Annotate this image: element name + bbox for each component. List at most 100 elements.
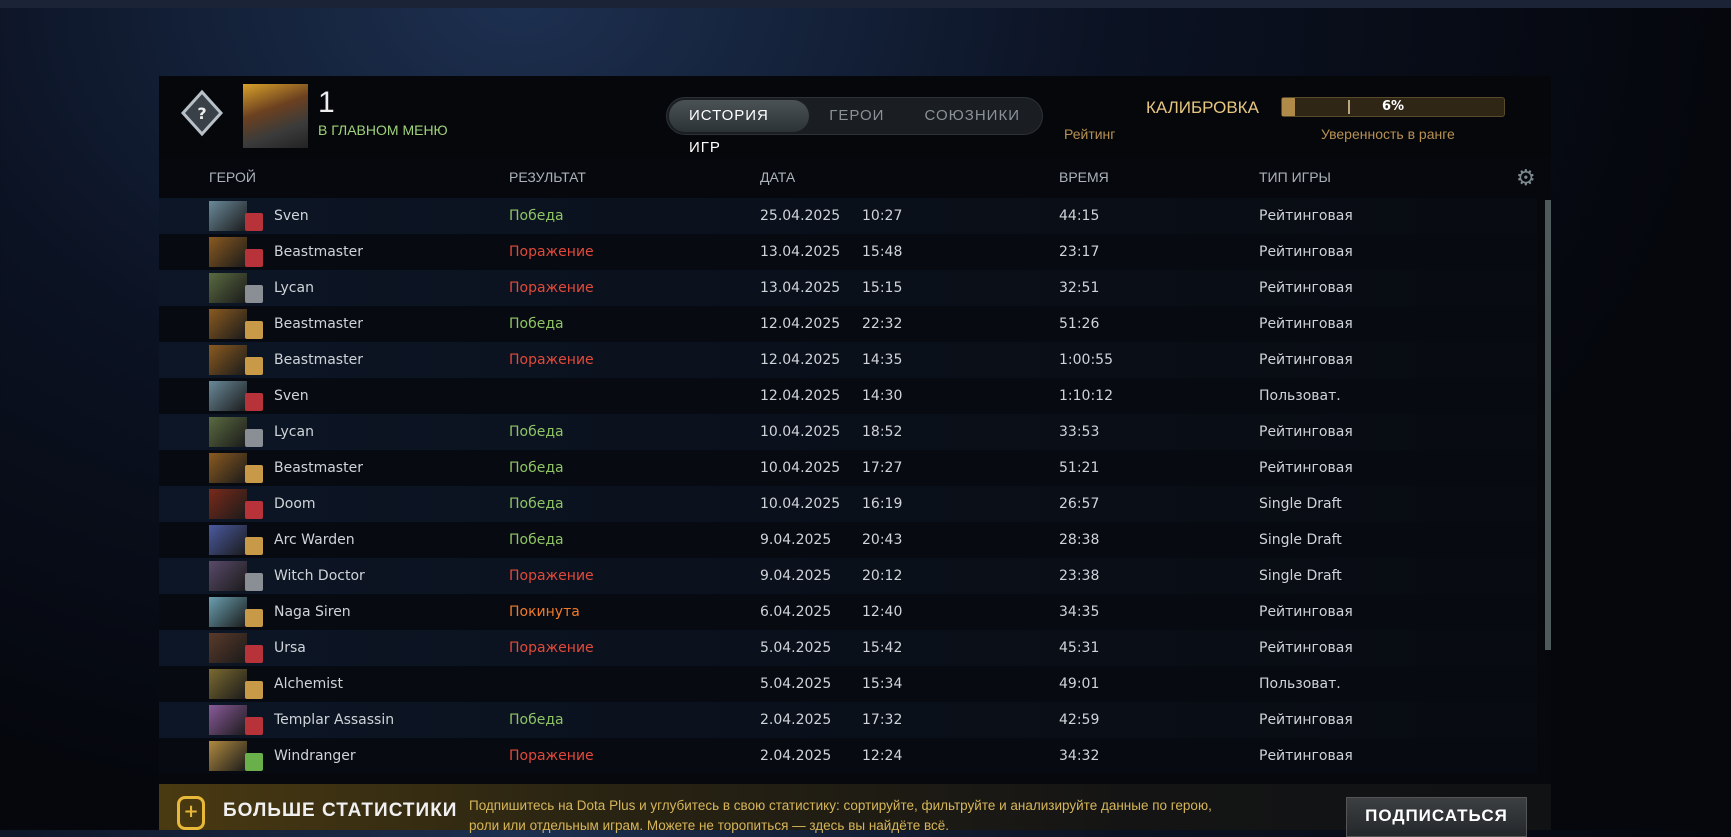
role-icon [245,753,263,771]
match-result: Поражение [509,244,594,260]
table-row[interactable]: Templar Assassin Победа 2.04.2025 17:32 … [159,702,1537,738]
hero-name: Naga Siren [274,604,351,620]
match-duration: 1:00:55 [1059,352,1113,368]
match-time: 17:32 [862,712,903,728]
match-time: 15:48 [862,244,903,260]
match-result: Поражение [509,280,594,296]
hero-name: Beastmaster [274,352,363,368]
table-row[interactable]: Beastmaster Поражение 12.04.2025 14:35 1… [159,342,1537,378]
rating-label: Рейтинг [1064,126,1116,142]
role-icon [245,249,263,267]
player-avatar[interactable] [243,84,308,148]
hero-portrait-icon [209,633,263,663]
role-icon [245,501,263,519]
match-result: Поражение [509,568,594,584]
confidence-percent: 6% [1381,99,1405,114]
promo-text: Подпишитесь на Dota Plus и углубитесь в … [469,798,1212,833]
top-bar [0,0,1731,8]
match-duration: 44:15 [1059,208,1100,224]
table-row[interactable]: Lycan Победа 10.04.2025 18:52 33:53 Рейт… [159,414,1537,450]
match-date: 2.04.2025 [760,748,832,764]
profile-header: ? 1 В ГЛАВНОМ МЕНЮ ИСТОРИЯ ИГР ГЕРОИ СОЮ… [159,76,1551,158]
tab-heroes[interactable]: ГЕРОИ [829,107,885,124]
role-icon [245,717,263,735]
match-date: 25.04.2025 [760,208,841,224]
hero-name: Witch Doctor [274,568,365,584]
hero-name: Ursa [274,640,306,656]
table-row[interactable]: Witch Doctor Поражение 9.04.2025 20:12 2… [159,558,1537,594]
game-type: Рейтинговая [1259,244,1353,260]
col-result[interactable]: РЕЗУЛЬТАТ [509,169,586,185]
subscribe-button[interactable]: ПОДПИСАТЬСЯ [1346,797,1527,837]
table-row[interactable]: Doom Победа 10.04.2025 16:19 26:57 Singl… [159,486,1537,522]
hero-name: Sven [274,388,309,404]
table-row[interactable]: Arc Warden Победа 9.04.2025 20:43 28:38 … [159,522,1537,558]
match-time: 20:12 [862,568,903,584]
match-time: 16:19 [862,496,903,512]
role-icon [245,573,263,591]
col-type[interactable]: ТИП ИГРЫ [1259,169,1331,185]
game-type: Рейтинговая [1259,352,1353,368]
hero-portrait-icon [209,705,263,735]
tab-bar: ИСТОРИЯ ИГР ГЕРОИ СОЮЗНИКИ [666,97,1043,156]
table-row[interactable]: Beastmaster Победа 12.04.2025 22:32 51:2… [159,306,1537,342]
hero-portrait-icon [209,489,263,519]
match-time: 12:40 [862,604,903,620]
hero-name: Alchemist [274,676,343,692]
settings-gear-icon[interactable]: ⚙ [1516,166,1536,191]
hero-portrait-icon [209,201,263,231]
match-date: 2.04.2025 [760,712,832,728]
table-row[interactable]: Naga Siren Покинута 6.04.2025 12:40 34:3… [159,594,1537,630]
hero-portrait-icon [209,741,263,771]
rank-confidence-bar: 6% [1281,97,1505,117]
tab-allies[interactable]: СОЮЗНИКИ [924,107,1020,124]
game-type: Single Draft [1259,496,1342,512]
table-row[interactable]: Sven 12.04.2025 14:30 1:10:12 Пользоват. [159,378,1537,414]
match-time: 22:32 [862,316,903,332]
table-row[interactable]: Sven Победа 25.04.2025 10:27 44:15 Рейти… [159,198,1537,234]
match-date: 10.04.2025 [760,424,841,440]
match-result: Поражение [509,748,594,764]
table-row[interactable]: Lycan Поражение 13.04.2025 15:15 32:51 Р… [159,270,1537,306]
match-duration: 49:01 [1059,676,1100,692]
dota-plus-icon: + [177,796,205,830]
game-type: Рейтинговая [1259,280,1353,296]
match-duration: 34:35 [1059,604,1100,620]
hero-name: Sven [274,208,309,224]
hero-name: Doom [274,496,316,512]
scrollbar[interactable] [1545,200,1551,650]
match-duration: 23:17 [1059,244,1100,260]
table-row[interactable]: Ursa Поражение 5.04.2025 15:42 45:31 Рей… [159,630,1537,666]
table-row[interactable]: Beastmaster Поражение 13.04.2025 15:48 2… [159,234,1537,270]
hero-portrait-icon [209,273,263,303]
confidence-fill [1282,98,1296,116]
hero-portrait-icon [209,309,263,339]
game-type: Пользоват. [1259,388,1341,404]
role-icon [245,537,263,555]
table-header: ГЕРОЙ РЕЗУЛЬТАТ ДАТА ВРЕМЯ ТИП ИГРЫ [159,166,1551,190]
col-duration[interactable]: ВРЕМЯ [1059,169,1109,185]
col-date[interactable]: ДАТА [760,169,796,185]
match-result: Победа [509,712,564,728]
match-date: 13.04.2025 [760,244,841,260]
hero-name: Lycan [274,424,314,440]
tab-match-history[interactable]: ИСТОРИЯ ИГР [669,100,810,156]
hero-portrait-icon [209,597,263,627]
table-row[interactable]: Alchemist 5.04.2025 15:34 49:01 Пользова… [159,666,1537,702]
col-hero[interactable]: ГЕРОЙ [209,169,256,185]
table-row[interactable]: Beastmaster Победа 10.04.2025 17:27 51:2… [159,450,1537,486]
hero-portrait-icon [209,381,263,411]
game-type: Рейтинговая [1259,316,1353,332]
match-duration: 28:38 [1059,532,1100,548]
table-row[interactable]: Windranger Поражение 2.04.2025 12:24 34:… [159,738,1537,774]
hero-name: Beastmaster [274,244,363,260]
confidence-label: Уверенность в ранге [1321,126,1455,142]
match-result: Победа [509,532,564,548]
hero-portrait-icon [209,417,263,447]
promo-title: БОЛЬШЕ СТАТИСТИКИ [223,800,458,821]
match-duration: 51:21 [1059,460,1100,476]
match-result: Поражение [509,352,594,368]
match-time: 14:30 [862,388,903,404]
match-date: 12.04.2025 [760,388,841,404]
hero-name: Lycan [274,280,314,296]
